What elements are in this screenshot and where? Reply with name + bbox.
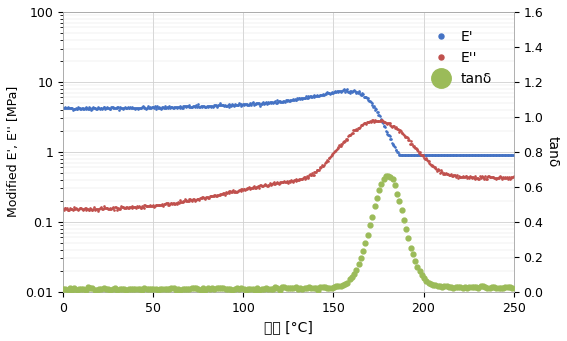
tanδ bbox=[490, 285, 497, 289]
E'' bbox=[176, 198, 183, 202]
E'' bbox=[140, 203, 147, 207]
E'' bbox=[326, 156, 333, 160]
E' bbox=[139, 104, 146, 108]
Line: tanδ: tanδ bbox=[61, 173, 515, 293]
E' bbox=[325, 91, 332, 95]
X-axis label: 温度 [°C]: 温度 [°C] bbox=[264, 320, 313, 334]
tanδ bbox=[382, 174, 389, 178]
E' bbox=[344, 87, 351, 91]
tanδ bbox=[143, 286, 150, 291]
E'' bbox=[370, 118, 376, 122]
E' bbox=[60, 106, 66, 110]
E' bbox=[264, 102, 270, 106]
tanδ bbox=[87, 286, 94, 290]
tanδ bbox=[179, 287, 186, 291]
E' bbox=[400, 153, 407, 157]
tanδ bbox=[60, 287, 66, 291]
tanδ bbox=[509, 286, 515, 290]
E' bbox=[510, 153, 517, 157]
E' bbox=[396, 153, 403, 157]
tanδ bbox=[229, 288, 236, 293]
tanδ bbox=[475, 286, 482, 290]
E'' bbox=[400, 133, 407, 137]
E'' bbox=[94, 209, 101, 213]
Legend: E', E'', tanδ: E', E'', tanδ bbox=[422, 25, 498, 91]
Y-axis label: Modified E', E'' [MPa]: Modified E', E'' [MPa] bbox=[7, 86, 20, 218]
Y-axis label: tanδ: tanδ bbox=[546, 136, 560, 167]
E'' bbox=[264, 184, 271, 188]
E' bbox=[361, 94, 368, 99]
E'' bbox=[361, 121, 368, 125]
Line: E': E' bbox=[62, 88, 515, 156]
E' bbox=[176, 105, 183, 109]
tanδ bbox=[78, 287, 84, 291]
E'' bbox=[60, 207, 66, 211]
Line: E'': E'' bbox=[62, 118, 515, 212]
E'' bbox=[510, 175, 517, 179]
